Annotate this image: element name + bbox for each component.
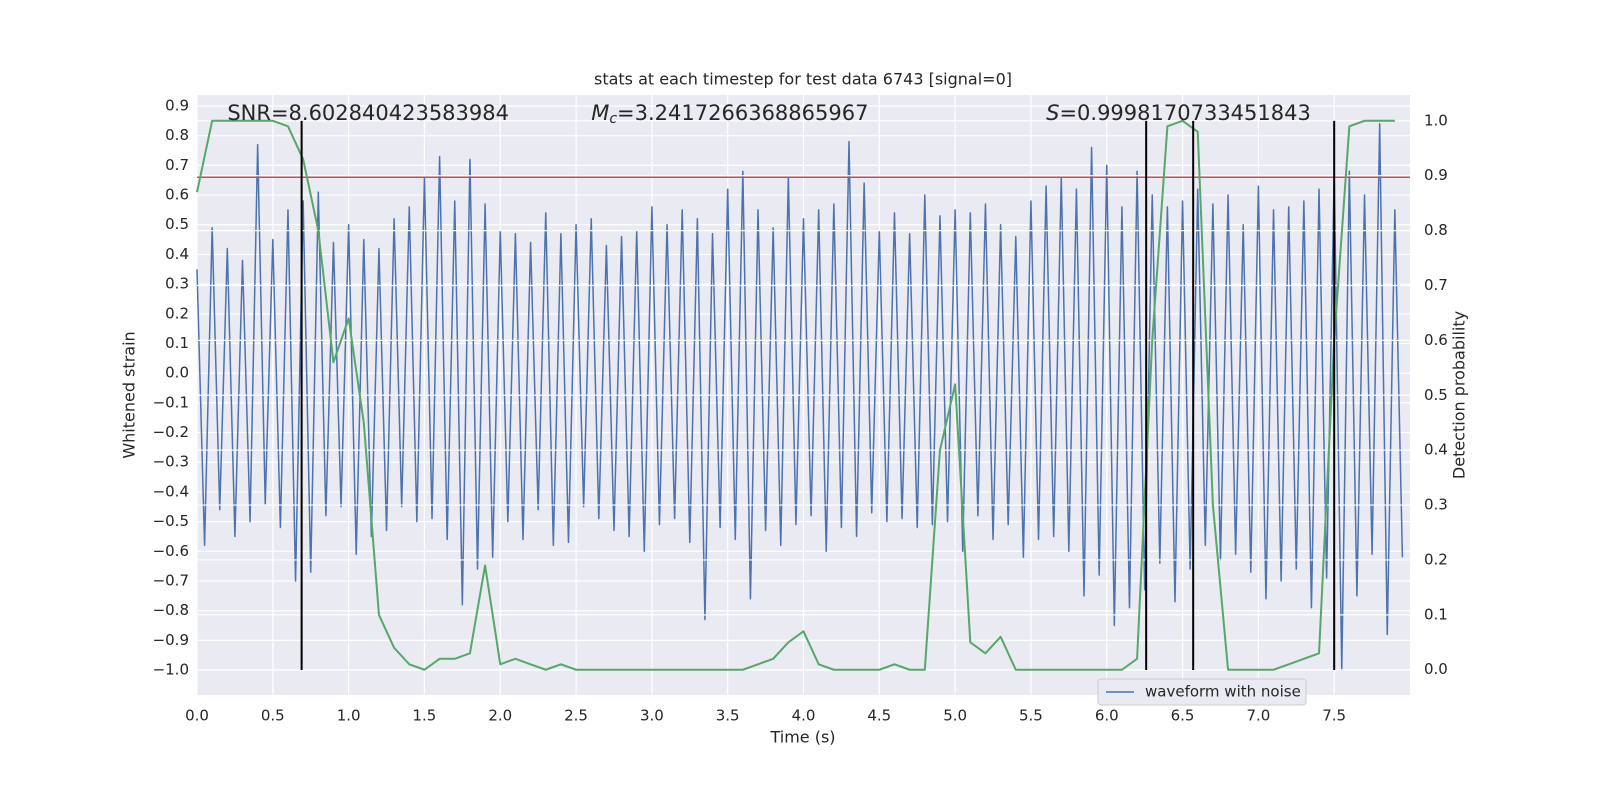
y-tick-label: −0.3 — [153, 453, 189, 471]
x-tick-label: 7.0 — [1246, 707, 1270, 725]
y2-axis-label: Detection probability — [1450, 311, 1469, 479]
legend: waveform with noise — [1097, 678, 1307, 706]
annotation-text: =0.9998170733451843 — [1059, 101, 1310, 125]
y-tick-label: 0.2 — [165, 304, 189, 322]
y2-tick-label: 0.3 — [1424, 496, 1448, 514]
x-tick-label: 2.5 — [564, 707, 588, 725]
annotation: SNR=8.602840423583984 — [227, 101, 509, 125]
x-tick-label: 3.0 — [640, 707, 664, 725]
annotation-text: =3.2417266368865967 — [617, 101, 868, 125]
y-tick-label: 0.7 — [165, 156, 189, 174]
y-tick-label: −0.2 — [153, 423, 189, 441]
x-tick-label: 3.5 — [716, 707, 740, 725]
y-tick-label: −0.8 — [153, 601, 189, 619]
annotation: Mc=3.2417266368865967 — [591, 101, 868, 127]
y-tick-label: 0.4 — [165, 245, 189, 263]
legend-box — [1097, 678, 1307, 706]
x-tick-label: 6.5 — [1171, 707, 1195, 725]
x-tick-label: 5.0 — [943, 707, 967, 725]
x-axis-label: Time (s) — [769, 728, 835, 747]
annotation-symbol: M — [591, 101, 609, 125]
y-tick-label: 0.8 — [165, 126, 189, 144]
y2-tick-label: 0.4 — [1424, 441, 1448, 459]
y-tick-label: −0.9 — [153, 631, 189, 649]
y-tick-label: −0.5 — [153, 512, 189, 530]
y2-tick-label: 0.7 — [1424, 276, 1448, 294]
y2-tick-label: 0.2 — [1424, 550, 1448, 568]
y-tick-label: −0.4 — [153, 482, 189, 500]
y2-tick-label: 1.0 — [1424, 111, 1448, 129]
y2-tick-label: 0.6 — [1424, 331, 1448, 349]
x-tick-label: 0.0 — [185, 707, 209, 725]
y-tick-label: −0.6 — [153, 542, 189, 560]
x-tick-label: 7.5 — [1322, 707, 1346, 725]
y-tick-label: 0.3 — [165, 275, 189, 293]
y-tick-label: −1.0 — [153, 661, 189, 679]
y2-tick-label: 0.0 — [1424, 660, 1448, 678]
series-line — [196, 123, 1404, 671]
y2-tick-label: 0.1 — [1424, 605, 1448, 623]
y-axis-label: Whitened strain — [120, 331, 139, 458]
x-tick-label: 4.5 — [867, 707, 891, 725]
x-tick-label: 6.0 — [1095, 707, 1119, 725]
x-tick-label: 0.5 — [261, 707, 285, 725]
series-line — [196, 119, 1395, 671]
x-tick-label: 4.0 — [792, 707, 816, 725]
annotation: S=0.9998170733451843 — [1046, 101, 1311, 125]
x-tick-label: 5.5 — [1019, 707, 1043, 725]
y-tick-label: 0.9 — [165, 96, 189, 114]
chart-title: stats at each timestep for test data 674… — [594, 70, 1012, 89]
legend-label: waveform with noise — [1145, 683, 1301, 701]
y2-tick-label: 0.5 — [1424, 386, 1448, 404]
annotation-text: SNR=8.602840423583984 — [227, 101, 509, 125]
x-tick-label: 1.0 — [337, 707, 361, 725]
annotation-subscript: c — [609, 111, 617, 127]
y-tick-label: −0.7 — [153, 571, 189, 589]
annotation-symbol: S — [1046, 101, 1059, 125]
y-tick-label: −0.1 — [153, 393, 189, 411]
y-tick-label: 0.1 — [165, 334, 189, 352]
y-tick-label: 0.5 — [165, 215, 189, 233]
x-tick-label: 1.5 — [413, 707, 437, 725]
y-tick-label: 0.0 — [165, 364, 189, 382]
y2-tick-label: 0.9 — [1424, 166, 1448, 184]
y-tick-label: 0.6 — [165, 186, 189, 204]
y2-tick-label: 0.8 — [1424, 221, 1448, 239]
x-tick-label: 2.0 — [488, 707, 512, 725]
